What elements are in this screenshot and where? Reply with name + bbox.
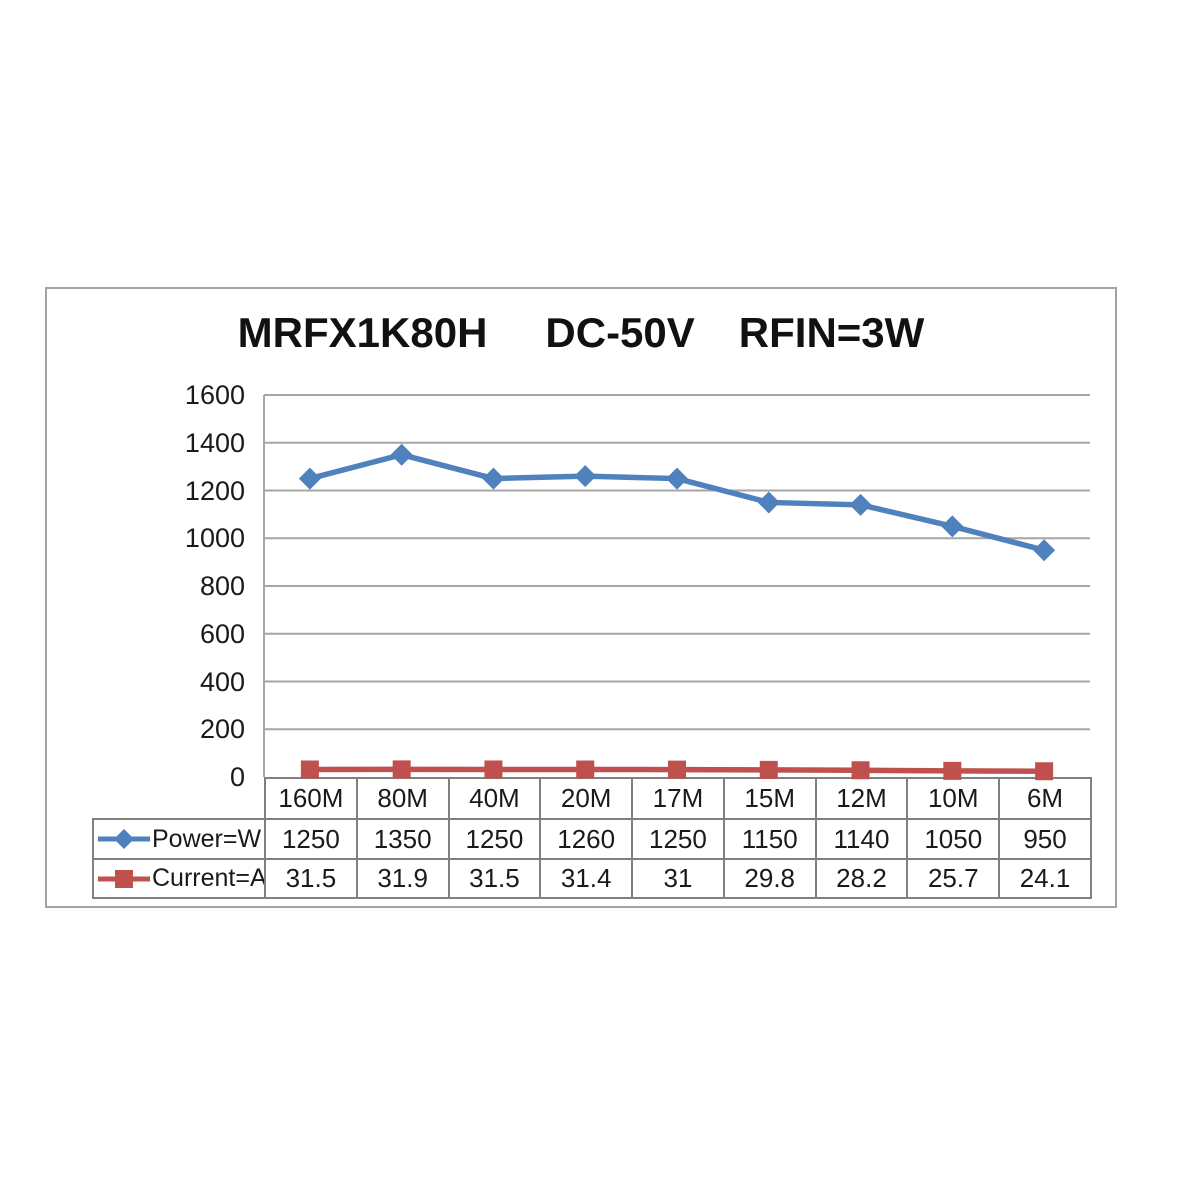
value-cell: 24.1 [998,858,1092,899]
legend-cell: Power=W [92,818,266,860]
square-marker [668,760,686,779]
category-cell: 12M [814,777,909,820]
diamond-marker [574,465,597,488]
square-marker [576,760,595,779]
value-cell: 950 [998,818,1092,860]
table-header-row: 160M 80M 40M 20M 17M 15M 12M 10M 6M [93,777,1092,820]
table-row: Current=A 31.5 31.9 31.5 31.4 31 29.8 28.2 25.7 2… [92,858,1092,899]
category-cell: 15M [722,777,817,820]
chart-title-rf-input: RFIN=3W [738,309,925,356]
value-cell: 1050 [906,818,1001,860]
legend-key: Power=W [95,824,263,854]
y-axis-label: 1600 [184,380,245,410]
y-axis-label: 200 [199,714,245,745]
square-legend-marker-icon [98,869,150,888]
y-axis-label: 1400 [184,427,245,458]
category-cell: 17M [631,777,725,820]
value-cell: 31.9 [355,858,450,899]
value-cell: 31 [631,858,725,899]
square-marker [300,760,319,779]
square-marker [484,760,503,779]
square-marker [851,761,870,780]
value-cell: 31.5 [447,858,542,899]
legend-label: Current=A [152,864,265,892]
value-cell: 31.4 [539,858,634,899]
chart-title-device: MRFX1K80H [237,309,488,356]
diamond-marker [482,467,505,490]
y-axis-label: 800 [199,571,245,601]
y-axis-label: 1200 [184,475,245,506]
value-cell: 1260 [539,818,634,860]
diamond-marker [298,467,321,490]
table-row: Power=W 1250 1350 1250 1260 1250 1150 1140 1050 9… [92,818,1092,860]
category-cell: 80M [355,777,450,820]
value-cell: 1250 [631,818,725,860]
square-marker [392,760,411,779]
y-axis-label: 400 [199,666,245,697]
value-cell: 25.7 [906,858,1001,899]
diamond-marker [1033,539,1056,562]
diamond-marker [849,493,872,516]
square-marker [759,760,778,779]
category-cell: 160M [264,777,358,820]
square-marker [943,761,962,780]
y-axis-label: 1000 [184,523,245,554]
diamond-marker [941,515,964,538]
square-marker [1035,762,1054,781]
chart-title: MRFX1K80H DC-50V RFIN=3W [47,309,1115,357]
category-cell: 20M [539,777,634,820]
value-cell: 1350 [355,818,450,860]
value-cell: 1250 [447,818,542,860]
chart-title-voltage: DC-50V [545,309,695,356]
chart-frame: MRFX1K80H DC-50V RFIN=3W 0 200 400 600 800 10… [45,287,1117,908]
value-cell: 28.2 [814,858,909,899]
table-body: 160M 80M 40M 20M 17M 15M 12M 10M 6M Power=W 1250 13… [92,777,1092,899]
legend-label: Power=W [152,824,262,853]
diamond-marker [757,491,780,514]
value-cell: 29.8 [722,858,817,899]
value-cell: 1140 [814,818,909,860]
diamond-marker [390,443,413,466]
category-cell: 40M [447,777,542,820]
legend-key: Current=A [95,864,265,893]
diamond-legend-marker-icon [98,829,150,849]
value-cell: 31.5 [264,858,358,899]
category-cell: 10M [906,777,1001,820]
category-cell: 6M [998,777,1092,820]
data-table: 160M 80M 40M 20M 17M 15M 12M 10M 6M Power=W 1250 13… [92,777,1092,899]
y-axis-label: 600 [199,618,245,649]
value-cell: 1150 [722,818,817,860]
table-corner-cell [93,778,265,819]
plot-area-svg [263,394,1090,781]
value-cell: 1250 [264,818,358,860]
diamond-marker [666,467,688,490]
legend-cell: Current=A [92,858,266,899]
